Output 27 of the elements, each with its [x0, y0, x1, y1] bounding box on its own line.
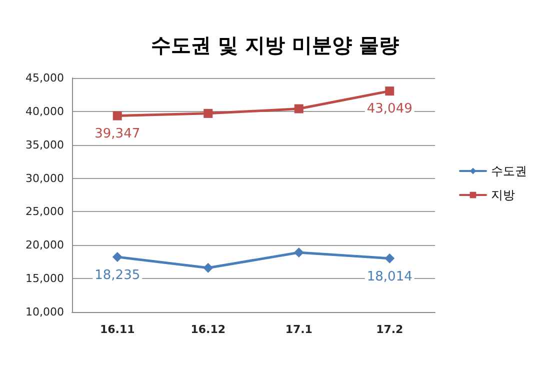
legend-label: 수도권	[491, 164, 527, 178]
point	[294, 247, 304, 258]
y-tick-label: 25,000	[26, 205, 64, 218]
y-tick-label: 40,000	[26, 104, 64, 118]
point	[112, 252, 122, 262]
data-label: 18,014	[366, 269, 412, 284]
y-tick-label: 15,000	[26, 272, 64, 286]
point	[204, 108, 213, 118]
y-tick-label: 20,000	[26, 238, 64, 252]
chart-title: 수도권 및 지방 미분양 물량	[151, 33, 399, 57]
x-tick-label: 16.12	[190, 323, 226, 336]
data-label: 43,049	[366, 102, 412, 117]
y-tick-label: 10,000	[26, 306, 64, 318]
legend-label: 지방	[491, 188, 515, 202]
data-label: 18,235	[94, 268, 140, 283]
point	[203, 262, 214, 273]
y-tick-label: 30,000	[26, 172, 64, 185]
x-tick-label: 17.2	[376, 323, 404, 336]
point	[112, 111, 122, 120]
y-tick-label: 45,000	[26, 72, 64, 84]
x-tick-label: 16.11	[100, 323, 135, 336]
x-tick-label: 17.1	[285, 323, 312, 336]
point	[385, 86, 394, 96]
point	[294, 104, 304, 114]
y-tick-label: 35,000	[26, 138, 64, 152]
point	[384, 253, 395, 264]
data-label: 39,347	[94, 126, 140, 142]
